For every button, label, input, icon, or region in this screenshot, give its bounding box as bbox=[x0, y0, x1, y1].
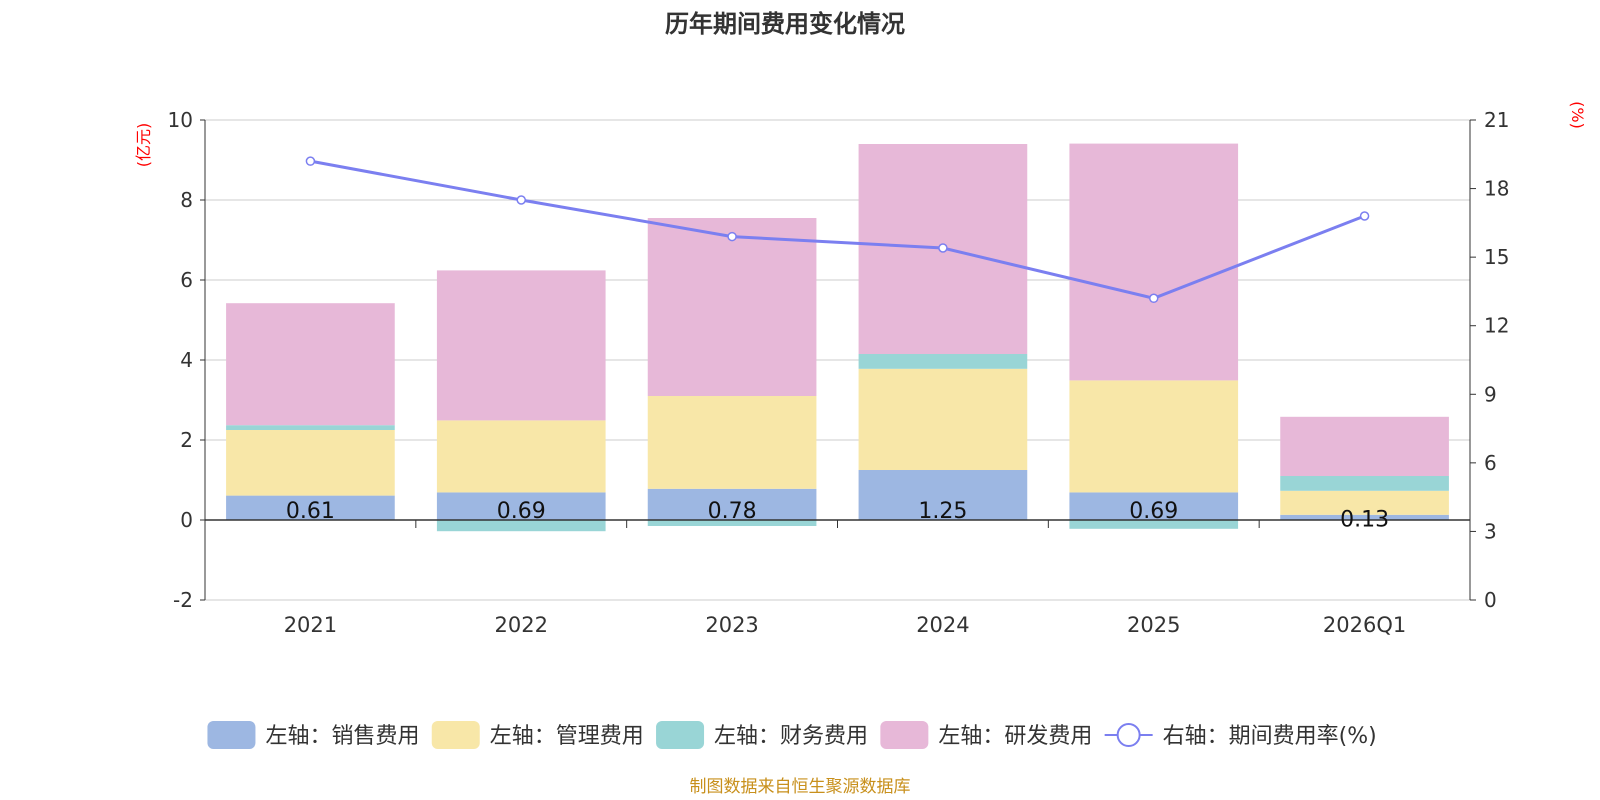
bar-segment bbox=[858, 354, 1028, 369]
category-label: 2025 bbox=[1127, 613, 1180, 637]
bar-segment bbox=[1280, 490, 1449, 515]
legend-marker-icon bbox=[1116, 723, 1141, 747]
bar-segment bbox=[436, 492, 606, 520]
expense-rate-point bbox=[938, 243, 948, 253]
bar-segment bbox=[226, 425, 395, 430]
bar-segment bbox=[1280, 416, 1449, 476]
right-axis-unit: (%) bbox=[1568, 101, 1587, 129]
legend-label: 左轴：销售费用 bbox=[265, 724, 419, 749]
expense-rate-point bbox=[516, 195, 526, 205]
right-axis-tick-label: 18 bbox=[1484, 177, 1509, 201]
bar-segment bbox=[647, 520, 817, 526]
right-axis-tick-label: 0 bbox=[1484, 588, 1497, 612]
right-axis-tick-label: 3 bbox=[1484, 519, 1497, 543]
right-axis-tick-label: 9 bbox=[1484, 382, 1497, 406]
bar-segment bbox=[1069, 380, 1239, 493]
category-label: 2022 bbox=[495, 613, 548, 637]
expense-rate-point bbox=[727, 231, 737, 242]
bar-segment bbox=[226, 303, 395, 426]
bar-segment bbox=[1069, 143, 1239, 381]
legend-label: 右轴：期间费用率(%) bbox=[1163, 724, 1377, 749]
bar-segment bbox=[1069, 520, 1239, 529]
bar-segment bbox=[647, 488, 817, 520]
bar-segment bbox=[226, 495, 395, 520]
right-axis-tick-label: 15 bbox=[1484, 245, 1509, 269]
bar-value-labels: 0.61 0.69 0.78 1.25 0.69 0.13 bbox=[286, 499, 1389, 532]
bar-segment bbox=[436, 520, 606, 532]
bar-segment bbox=[1280, 514, 1449, 520]
axes: -2 0 2 4 6 8 10 0 3 6 9 12 15 18 21 2021 2022 2023 2024 202… bbox=[168, 108, 1510, 637]
expense-rate-line bbox=[305, 156, 1370, 304]
legend-label: 左轴：研发费用 bbox=[938, 724, 1092, 749]
bar-segment bbox=[436, 270, 606, 421]
expense-rate-point bbox=[305, 156, 316, 166]
legend-swatch bbox=[656, 721, 705, 749]
bar-value-label: 0.13 bbox=[1340, 507, 1389, 532]
legend-swatch bbox=[431, 721, 480, 749]
legend-label: 左轴：财务费用 bbox=[714, 724, 868, 749]
right-axis-tick-label: 12 bbox=[1484, 314, 1509, 338]
bar-segment bbox=[226, 430, 395, 496]
category-label: 2023 bbox=[705, 613, 758, 637]
expense-rate-point bbox=[1359, 211, 1370, 221]
right-axis-tick-label: 21 bbox=[1484, 108, 1509, 132]
left-axis-tick-label: 4 bbox=[180, 348, 193, 372]
left-axis-tick-label: -2 bbox=[173, 588, 193, 612]
left-axis-tick-label: 0 bbox=[180, 508, 193, 532]
bar-value-label: 0.69 bbox=[497, 499, 546, 524]
grid-lines bbox=[205, 119, 1470, 601]
bar-value-label: 0.69 bbox=[1129, 499, 1178, 524]
left-axis-tick-label: 10 bbox=[168, 108, 193, 132]
legend-swatch bbox=[207, 721, 256, 749]
bar-segment bbox=[1280, 476, 1449, 491]
legend: 左轴：销售费用 左轴：管理费用 左轴：财务费用 左轴：研发费用 右轴：期间费用率(%) bbox=[207, 721, 1377, 749]
bar-value-label: 1.25 bbox=[918, 499, 967, 524]
bar-segment bbox=[858, 368, 1028, 470]
expense-rate-polyline bbox=[310, 159, 1366, 300]
bars bbox=[226, 143, 1449, 532]
bar-value-label: 0.78 bbox=[708, 499, 757, 524]
left-axis-tick-label: 2 bbox=[180, 428, 193, 452]
expense-rate-point bbox=[1149, 293, 1159, 304]
left-axis-unit: (亿元) bbox=[134, 123, 153, 168]
legend-swatch bbox=[880, 721, 929, 749]
left-axis-tick-label: 8 bbox=[180, 188, 193, 212]
data-source-footer: 制图数据来自恒生聚源数据库 bbox=[690, 777, 911, 797]
category-label: 2021 bbox=[284, 613, 337, 637]
chart-title: 历年期间费用变化情况 bbox=[665, 10, 905, 38]
category-label: 2024 bbox=[916, 613, 969, 637]
bar-segment bbox=[647, 396, 817, 489]
category-label: 2026Q1 bbox=[1323, 613, 1406, 637]
bar-segment bbox=[858, 470, 1028, 520]
right-axis-tick-label: 6 bbox=[1484, 451, 1497, 475]
legend-label: 左轴：管理费用 bbox=[490, 724, 644, 749]
bar-segment bbox=[1069, 492, 1239, 520]
bar-value-label: 0.61 bbox=[286, 499, 335, 524]
bar-segment bbox=[436, 420, 606, 493]
bar-segment bbox=[647, 218, 817, 396]
left-axis-tick-label: 6 bbox=[180, 268, 193, 292]
